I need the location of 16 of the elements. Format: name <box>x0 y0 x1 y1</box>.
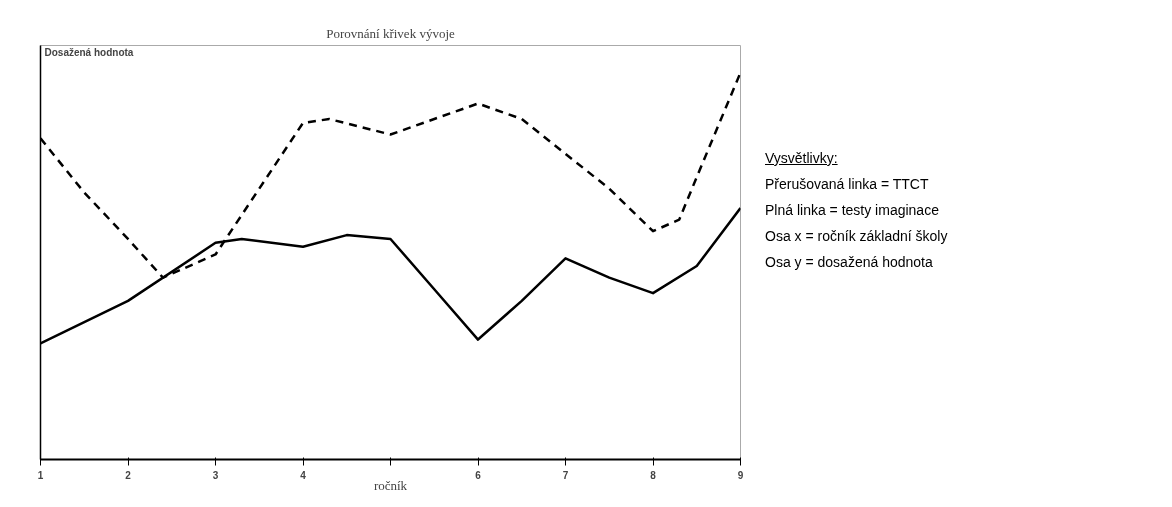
text: Osa x = ročník základní školy <box>765 227 948 246</box>
x-tick-label: 7 <box>562 469 569 481</box>
x-tick-label: 4 <box>300 469 307 481</box>
x-tick-label: 1 <box>37 469 44 481</box>
x-tick-label: 6 <box>475 469 482 481</box>
x-axis-title: ročník <box>373 477 408 493</box>
y-axis-title: Dosažená hodnota <box>44 46 134 58</box>
x-tick-label: 9 <box>737 469 744 481</box>
text: Přerušovaná linka = TTCT <box>765 175 930 194</box>
text: Osa y = dosažená hodnota <box>765 253 934 272</box>
x-tick-label: 2 <box>125 469 132 481</box>
text: Vysvětlivky: <box>765 149 839 168</box>
text: Plná linka = testy imaginace <box>765 201 940 220</box>
chart-title: Porovnání křivek vývoje <box>326 25 455 41</box>
x-tick-label: 3 <box>212 469 219 481</box>
x-tick-label: 8 <box>650 469 657 481</box>
